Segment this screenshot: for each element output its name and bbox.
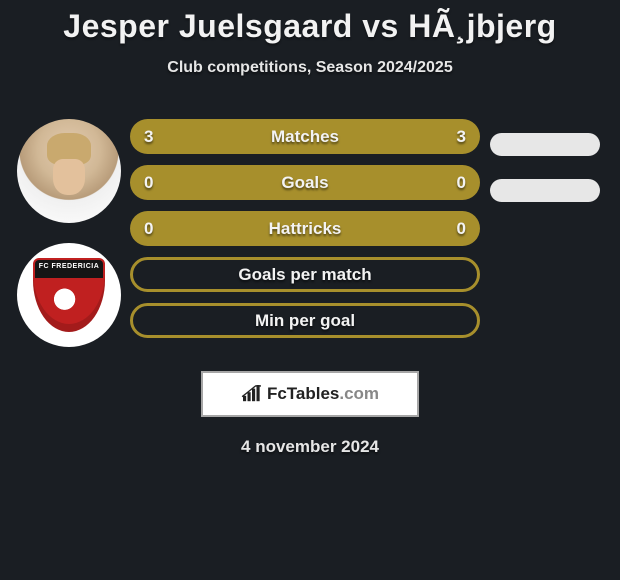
source-logo-text: FcTables.com bbox=[267, 384, 379, 404]
stat-label: Goals bbox=[281, 173, 328, 193]
stat-label: Goals per match bbox=[238, 265, 371, 285]
stat-bar: 0 Goals 0 bbox=[130, 165, 480, 200]
stat-left-value: 3 bbox=[144, 127, 153, 147]
comparison-pill bbox=[490, 133, 600, 156]
pill-slot bbox=[490, 219, 610, 254]
stat-left-value: 0 bbox=[144, 219, 153, 239]
date-line: 4 november 2024 bbox=[0, 437, 620, 457]
stat-bar: 0 Hattricks 0 bbox=[130, 211, 480, 246]
stat-left-value: 0 bbox=[144, 173, 153, 193]
pill-slot bbox=[490, 311, 610, 346]
logo-suffix: .com bbox=[339, 384, 379, 403]
pill-slot bbox=[490, 265, 610, 300]
badge-lion-icon bbox=[47, 284, 91, 322]
stat-label: Hattricks bbox=[269, 219, 342, 239]
badge-text: FC FREDERICIA bbox=[33, 263, 105, 270]
club-badge: FC FREDERICIA bbox=[17, 243, 121, 347]
stat-right-value: 0 bbox=[457, 219, 466, 239]
comparison-card: Jesper Juelsgaard vs HÃ¸jbjerg Club comp… bbox=[0, 0, 620, 580]
stat-label: Matches bbox=[271, 127, 339, 147]
left-column: FC FREDERICIA bbox=[0, 119, 130, 347]
pill-slot bbox=[490, 173, 610, 208]
badge-shield: FC FREDERICIA bbox=[33, 258, 105, 332]
stat-bar: Goals per match bbox=[130, 257, 480, 292]
page-title: Jesper Juelsgaard vs HÃ¸jbjerg bbox=[0, 0, 620, 45]
chart-icon bbox=[241, 385, 263, 403]
stat-right-value: 0 bbox=[457, 173, 466, 193]
logo-brand: FcTables bbox=[267, 384, 339, 403]
pill-slot bbox=[490, 127, 610, 162]
source-logo-box: FcTables.com bbox=[201, 371, 419, 417]
main-row: FC FREDERICIA 3 Matches 3 0 Goals 0 0 Hattricks… bbox=[0, 119, 620, 347]
stat-bars: 3 Matches 3 0 Goals 0 0 Hattricks 0 Goals per mat… bbox=[130, 119, 480, 338]
comparison-pill bbox=[490, 179, 600, 202]
stat-right-value: 3 bbox=[457, 127, 466, 147]
stat-bar: 3 Matches 3 bbox=[130, 119, 480, 154]
stat-bar: Min per goal bbox=[130, 303, 480, 338]
right-pills bbox=[480, 119, 610, 346]
player-avatar bbox=[17, 119, 121, 223]
stat-label: Min per goal bbox=[255, 311, 355, 331]
subtitle: Club competitions, Season 2024/2025 bbox=[0, 59, 620, 77]
